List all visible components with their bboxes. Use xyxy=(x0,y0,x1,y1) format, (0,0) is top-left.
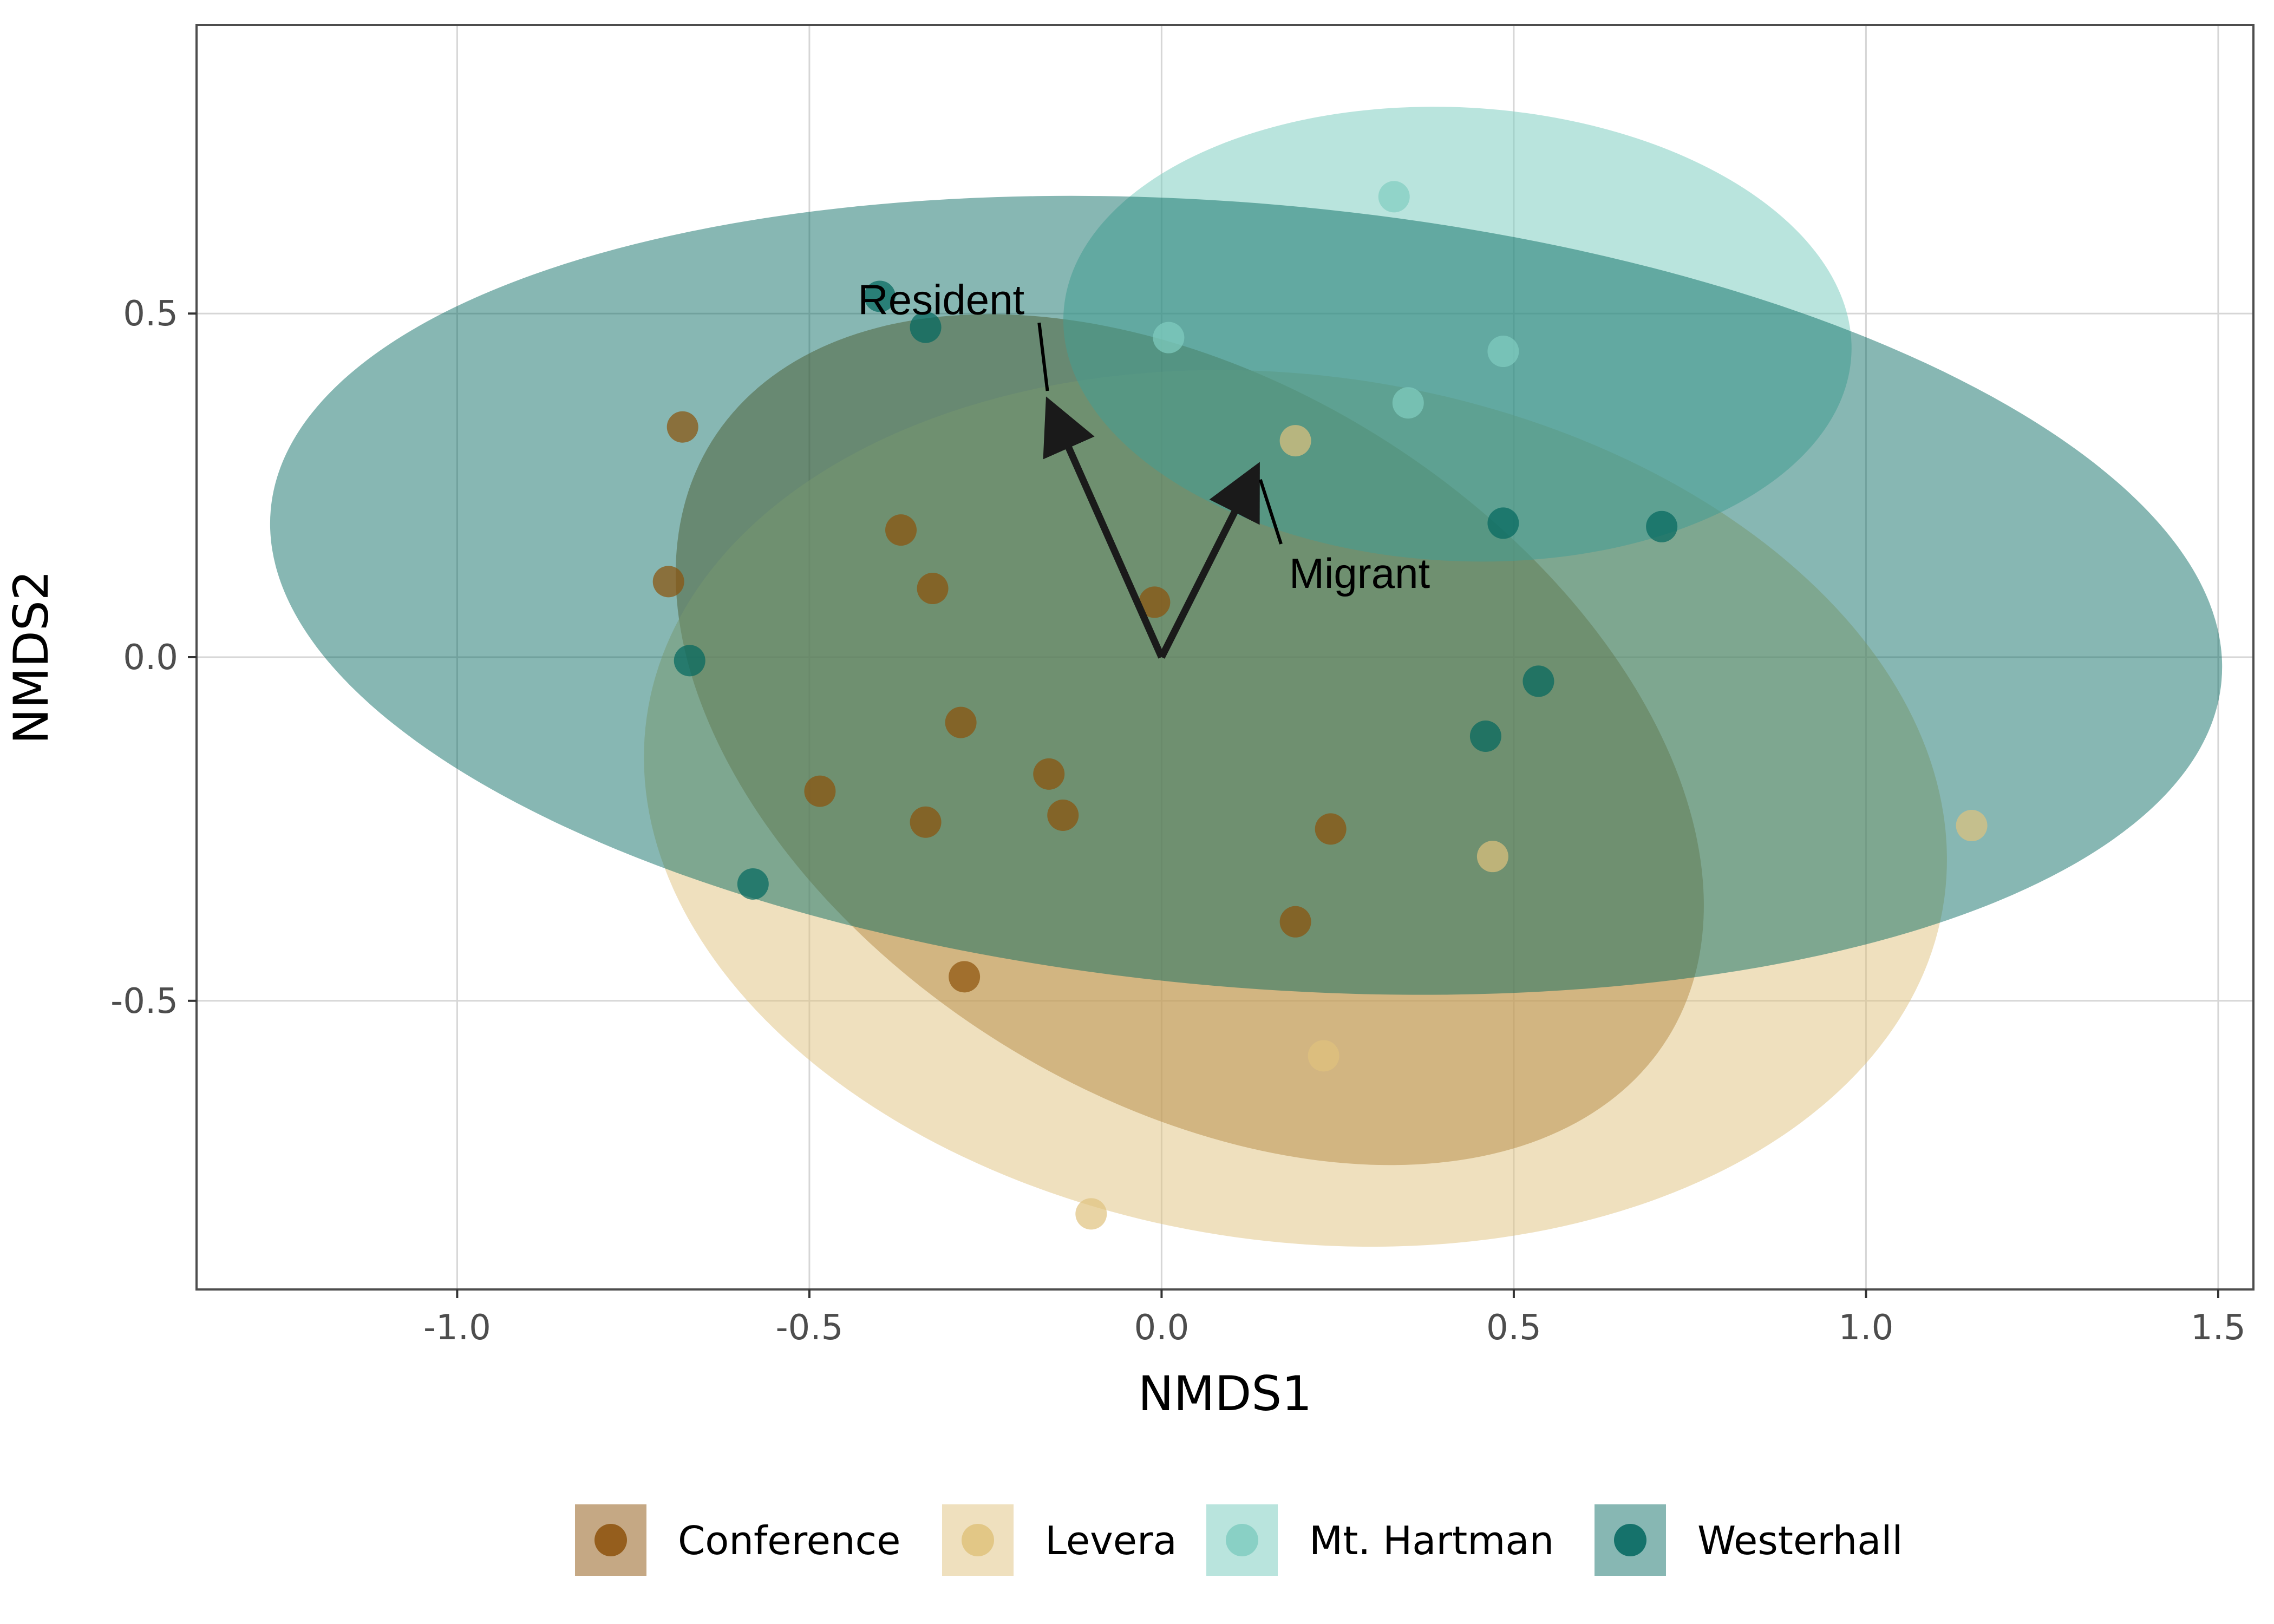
point-westerhall-1 xyxy=(910,311,942,343)
point-mt-hartman-2 xyxy=(1487,336,1519,368)
vector-label-migrant: Migrant xyxy=(1289,549,1430,597)
legend-key-point-2 xyxy=(1226,1524,1258,1556)
point-westerhall-7 xyxy=(737,868,769,900)
ellipse-levera xyxy=(644,370,1947,1247)
vector-arrow-migrant xyxy=(1158,462,1260,659)
point-mt-hartman-1 xyxy=(1153,322,1185,353)
point-levera-4 xyxy=(1956,810,1988,842)
legend-key-point-3 xyxy=(1614,1524,1646,1556)
point-conference-12 xyxy=(949,961,981,993)
point-levera-3 xyxy=(1075,1198,1107,1230)
legend-item-mt-hartman: Mt. Hartman xyxy=(1206,1504,1554,1576)
x-tick-label-4: 1.0 xyxy=(1839,1308,1894,1348)
x-tick-label-2: 0.0 xyxy=(1134,1308,1190,1348)
point-conference-10 xyxy=(1315,813,1347,845)
legend-label-3: Westerhall xyxy=(1697,1518,1903,1563)
x-axis-title: NMDS1 xyxy=(1138,1366,1312,1422)
point-levera-1 xyxy=(1476,841,1508,873)
legend-item-westerhall: Westerhall xyxy=(1595,1504,1903,1576)
legend-item-conference: Conference xyxy=(575,1504,900,1576)
legend-label-2: Mt. Hartman xyxy=(1309,1518,1554,1563)
point-westerhall-6 xyxy=(1469,721,1501,752)
legend-label-1: Levera xyxy=(1045,1518,1177,1563)
point-conference-7 xyxy=(1047,800,1079,831)
point-conference-11 xyxy=(1279,906,1311,938)
point-mt-hartman-3 xyxy=(1392,387,1424,419)
x-tick-label-0: -1.0 xyxy=(423,1308,491,1348)
legend-key-point-0 xyxy=(594,1524,627,1556)
point-westerhall-5 xyxy=(1522,665,1554,697)
axes: -1.0 -0.5 0.0 0.5 1.0 1.5 -0.5 0.0 0.5 NMDS1 NMDS2 xyxy=(3,294,2246,1422)
legend-key-point-1 xyxy=(962,1524,994,1556)
point-conference-3 xyxy=(917,573,949,605)
legend-item-levera: Levera xyxy=(942,1504,1177,1576)
vector-arrow-resident xyxy=(1043,396,1165,659)
ellipses xyxy=(270,107,2223,1247)
point-westerhall-2 xyxy=(1487,507,1519,539)
vectors: Resident Migrant xyxy=(858,276,1430,659)
y-tick-label-0: -0.5 xyxy=(110,981,178,1021)
point-westerhall-4 xyxy=(674,645,705,677)
point-conference-4 xyxy=(1139,586,1171,618)
point-levera-0 xyxy=(1279,425,1311,457)
y-axis-title: NMDS2 xyxy=(3,570,59,744)
y-tick-label-1: 0.0 xyxy=(123,638,178,678)
point-westerhall-3 xyxy=(1646,510,1678,542)
legend-label-0: Conference xyxy=(678,1518,900,1563)
vector-leader-migrant xyxy=(1258,479,1283,545)
x-tick-label-1: -0.5 xyxy=(775,1308,843,1348)
point-conference-6 xyxy=(1033,758,1065,790)
point-conference-0 xyxy=(666,411,698,443)
point-mt-hartman-0 xyxy=(1378,181,1410,213)
point-westerhall-0 xyxy=(864,280,896,312)
point-conference-2 xyxy=(652,566,684,598)
legend: Conference Levera Mt. Hartman Westerhall xyxy=(575,1504,1903,1576)
x-tick-label-3: 0.5 xyxy=(1486,1308,1541,1348)
point-conference-5 xyxy=(945,706,977,738)
vector-label-resident: Resident xyxy=(858,276,1024,323)
points xyxy=(652,181,1988,1230)
vector-leader-resident xyxy=(1037,322,1049,391)
ellipse-mt-hartman xyxy=(1063,107,1852,562)
y-tick-label-2: 0.5 xyxy=(123,294,178,334)
point-conference-1 xyxy=(885,514,917,546)
x-tick-label-5: 1.5 xyxy=(2191,1308,2246,1348)
ellipse-westerhall xyxy=(270,195,2223,995)
point-levera-2 xyxy=(1308,1040,1339,1072)
point-conference-8 xyxy=(804,775,836,807)
point-conference-9 xyxy=(910,806,942,838)
